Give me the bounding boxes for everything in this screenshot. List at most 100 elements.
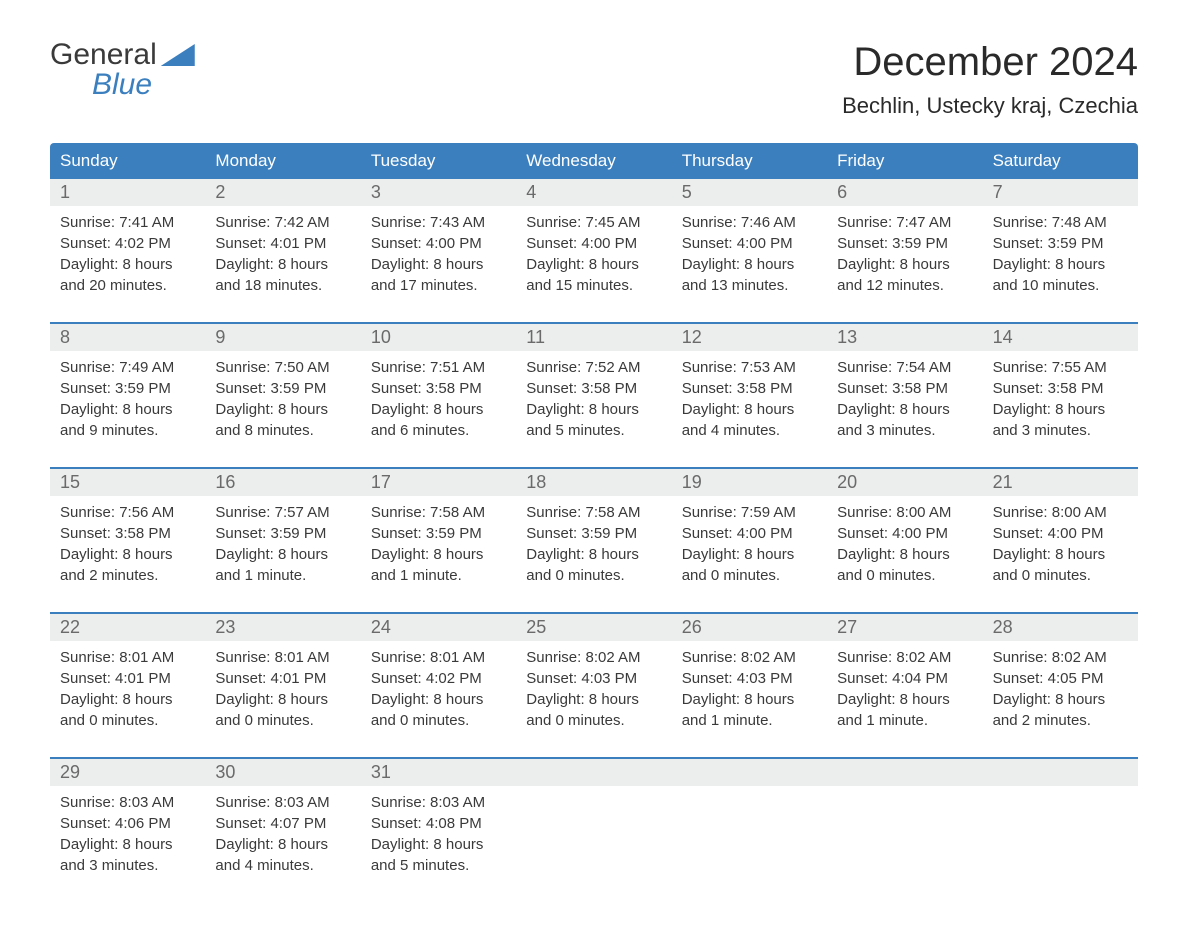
day-header: Thursday [672,143,827,179]
daylight-text-1: Daylight: 8 hours [371,689,506,710]
daylight-text-1: Daylight: 8 hours [60,399,195,420]
sunrise-text: Sunrise: 8:01 AM [371,647,506,668]
daylight-text-1: Daylight: 8 hours [993,399,1128,420]
sunrise-text: Sunrise: 7:57 AM [215,502,350,523]
daylight-text-2: and 1 minute. [371,565,506,586]
sunset-text: Sunset: 4:01 PM [60,668,195,689]
sunrise-text: Sunrise: 8:01 AM [60,647,195,668]
title-location: Bechlin, Ustecky kraj, Czechia [842,93,1138,119]
sunset-text: Sunset: 4:03 PM [526,668,661,689]
day-number: 2 [205,179,360,206]
daylight-text-2: and 0 minutes. [837,565,972,586]
day-number: 9 [205,324,360,351]
daylight-text-1: Daylight: 8 hours [215,254,350,275]
day-cell: Sunrise: 7:58 AMSunset: 3:59 PMDaylight:… [361,496,516,598]
logo-word2: Blue [92,70,195,100]
sunset-text: Sunset: 4:00 PM [837,523,972,544]
daylight-text-1: Daylight: 8 hours [215,689,350,710]
daylight-text-1: Daylight: 8 hours [837,254,972,275]
day-cell [672,786,827,888]
sunset-text: Sunset: 4:00 PM [993,523,1128,544]
daylight-text-1: Daylight: 8 hours [837,689,972,710]
day-number: 25 [516,614,671,641]
sunset-text: Sunset: 3:59 PM [215,378,350,399]
daylight-text-1: Daylight: 8 hours [682,544,817,565]
sunrise-text: Sunrise: 8:01 AM [215,647,350,668]
day-number [516,759,671,786]
day-number: 8 [50,324,205,351]
sunrise-text: Sunrise: 8:00 AM [993,502,1128,523]
daylight-text-1: Daylight: 8 hours [371,399,506,420]
sunrise-text: Sunrise: 8:03 AM [60,792,195,813]
day-cell [983,786,1138,888]
day-number: 23 [205,614,360,641]
day-header: Saturday [983,143,1138,179]
daylight-text-2: and 0 minutes. [371,710,506,731]
sunset-text: Sunset: 3:58 PM [526,378,661,399]
daylight-text-1: Daylight: 8 hours [60,689,195,710]
day-header: Tuesday [361,143,516,179]
daylight-text-1: Daylight: 8 hours [837,544,972,565]
sunrise-text: Sunrise: 7:42 AM [215,212,350,233]
daylight-text-2: and 0 minutes. [993,565,1128,586]
sunrise-text: Sunrise: 7:54 AM [837,357,972,378]
daylight-text-1: Daylight: 8 hours [371,544,506,565]
day-cell: Sunrise: 7:43 AMSunset: 4:00 PMDaylight:… [361,206,516,308]
sunrise-text: Sunrise: 8:03 AM [215,792,350,813]
day-number: 12 [672,324,827,351]
sunrise-text: Sunrise: 7:50 AM [215,357,350,378]
daynum-row: 293031 [50,759,1138,786]
daylight-text-2: and 20 minutes. [60,275,195,296]
sunrise-text: Sunrise: 7:56 AM [60,502,195,523]
sunset-text: Sunset: 4:03 PM [682,668,817,689]
sunset-text: Sunset: 4:08 PM [371,813,506,834]
sunset-text: Sunset: 4:00 PM [682,523,817,544]
day-header: Wednesday [516,143,671,179]
daylight-text-2: and 0 minutes. [682,565,817,586]
daylight-text-2: and 0 minutes. [60,710,195,731]
week-row: 22232425262728Sunrise: 8:01 AMSunset: 4:… [50,612,1138,743]
daylight-text-2: and 4 minutes. [682,420,817,441]
week-row: 15161718192021Sunrise: 7:56 AMSunset: 3:… [50,467,1138,598]
day-number: 6 [827,179,982,206]
sunrise-text: Sunrise: 7:59 AM [682,502,817,523]
day-number [672,759,827,786]
day-number: 28 [983,614,1138,641]
day-number: 4 [516,179,671,206]
daylight-text-1: Daylight: 8 hours [371,834,506,855]
day-cell: Sunrise: 8:02 AMSunset: 4:04 PMDaylight:… [827,641,982,743]
daylight-text-1: Daylight: 8 hours [526,689,661,710]
daylight-text-2: and 0 minutes. [526,565,661,586]
sunset-text: Sunset: 3:58 PM [60,523,195,544]
day-number: 31 [361,759,516,786]
daylight-text-2: and 0 minutes. [526,710,661,731]
daylight-text-2: and 10 minutes. [993,275,1128,296]
sunset-text: Sunset: 3:58 PM [837,378,972,399]
daylight-text-1: Daylight: 8 hours [682,254,817,275]
sunset-text: Sunset: 3:58 PM [682,378,817,399]
daylight-text-2: and 4 minutes. [215,855,350,876]
day-number: 26 [672,614,827,641]
day-number: 5 [672,179,827,206]
sunset-text: Sunset: 4:05 PM [993,668,1128,689]
daylight-text-2: and 6 minutes. [371,420,506,441]
day-cell: Sunrise: 8:01 AMSunset: 4:01 PMDaylight:… [50,641,205,743]
day-cell: Sunrise: 7:42 AMSunset: 4:01 PMDaylight:… [205,206,360,308]
sunset-text: Sunset: 4:06 PM [60,813,195,834]
daylight-text-2: and 1 minute. [215,565,350,586]
day-cell: Sunrise: 7:55 AMSunset: 3:58 PMDaylight:… [983,351,1138,453]
week-row: 1234567Sunrise: 7:41 AMSunset: 4:02 PMDa… [50,179,1138,308]
day-number: 7 [983,179,1138,206]
day-number: 3 [361,179,516,206]
daylight-text-1: Daylight: 8 hours [526,544,661,565]
daylight-text-1: Daylight: 8 hours [215,399,350,420]
daylight-text-2: and 5 minutes. [371,855,506,876]
week-row: 891011121314Sunrise: 7:49 AMSunset: 3:59… [50,322,1138,453]
logo-word1: General [50,40,157,70]
header: General Blue December 2024 Bechlin, Uste… [50,40,1138,119]
daynum-row: 891011121314 [50,324,1138,351]
day-number: 27 [827,614,982,641]
daylight-text-2: and 18 minutes. [215,275,350,296]
logo: General Blue [50,40,195,100]
day-number: 21 [983,469,1138,496]
